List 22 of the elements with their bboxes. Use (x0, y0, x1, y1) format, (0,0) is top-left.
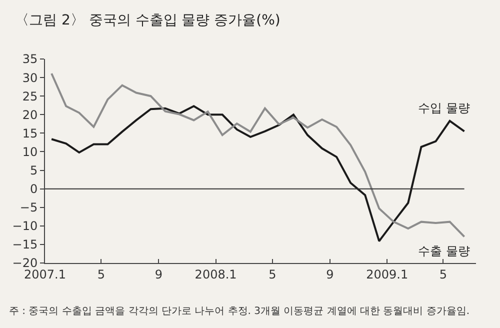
x-tick-label: 5 (268, 267, 276, 282)
x-tick-label: 5 (439, 267, 448, 282)
chart-title: 〈그림 2〉 중국의 수출입 물량 증가율(%) (15, 12, 280, 29)
text: 주 : 중국의 수출입 금액을 각각의 단가로 나누어 추정. 3개월 이동평균 계열에 대한 동월대비 증가율임. (9, 306, 470, 317)
y-tick-label: 30 (22, 70, 38, 85)
y-tick-label: −15 (12, 238, 38, 252)
y-tick-label: 0 (30, 182, 38, 196)
y-tick-label: 35 (22, 52, 38, 66)
y-tick-label: −10 (12, 219, 38, 234)
y-tick-label: 15 (22, 126, 38, 140)
y-tick-label: 5 (30, 163, 38, 178)
y-tick-label: 10 (22, 144, 38, 159)
series-label: 수출 물량 (418, 244, 470, 258)
y-tick-label: −5 (20, 200, 38, 215)
x-tick-label: 9 (326, 267, 334, 282)
series-label: 수입 물량 (418, 101, 470, 115)
x-tick-label: 2009.1 (366, 267, 408, 282)
x-tick-label: 2008.1 (194, 267, 237, 282)
x-tick-label: 9 (154, 267, 163, 282)
y-tick-label: 25 (22, 89, 38, 104)
y-tick-label: 20 (22, 108, 38, 122)
x-tick-label: 5 (97, 267, 105, 282)
